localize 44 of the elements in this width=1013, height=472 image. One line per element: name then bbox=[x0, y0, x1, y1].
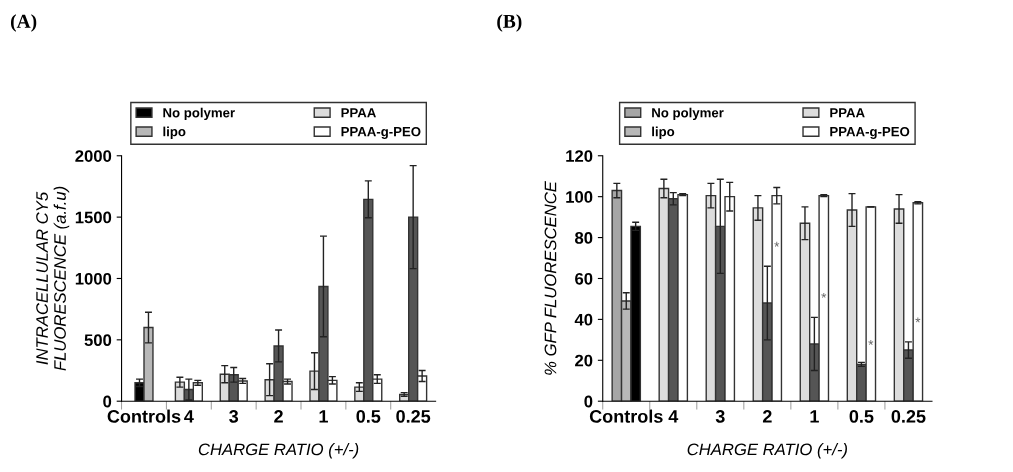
y-tick-label: 60 bbox=[575, 272, 593, 285]
x-axis-title: CHARGE RATIO (+/-) bbox=[198, 443, 359, 459]
x-tick-label: 1 bbox=[810, 410, 819, 423]
y-tick-label: 0 bbox=[584, 395, 593, 408]
x-tick-label: 2 bbox=[274, 410, 283, 423]
x-tick-label: Controls bbox=[107, 409, 181, 423]
x-tick-label: 0.5 bbox=[356, 410, 381, 423]
legend-label: lipo bbox=[652, 126, 675, 139]
x-tick-label: 0.25 bbox=[396, 410, 431, 423]
chart-title: (A) bbox=[10, 14, 37, 32]
x-tick-label: 3 bbox=[229, 410, 239, 423]
y-tick-label: 0 bbox=[103, 395, 112, 408]
annotation: * bbox=[868, 340, 874, 345]
legend-label: PPAA bbox=[341, 108, 376, 118]
y-tick-label: 2000 bbox=[75, 150, 112, 162]
x-tick-label: 4 bbox=[184, 410, 194, 423]
y-tick-label: 100 bbox=[566, 191, 593, 203]
chart-title: (B) bbox=[497, 14, 522, 32]
x-tick-label: 1 bbox=[319, 410, 328, 423]
legend-label: lipo bbox=[163, 126, 186, 139]
y-tick-label: 1500 bbox=[75, 211, 112, 224]
legend-label: No polymer bbox=[163, 107, 235, 121]
y-tick-label: 500 bbox=[84, 334, 112, 347]
legend-label: PPAA bbox=[830, 108, 865, 118]
annotation: * bbox=[774, 241, 780, 247]
x-tick-label: Controls bbox=[589, 409, 663, 423]
x-tick-label: 3 bbox=[715, 410, 725, 423]
x-tick-label: 2 bbox=[762, 410, 772, 423]
x-tick-label: 4 bbox=[668, 410, 679, 423]
y-axis-title: % GFP FLUORESCENCE bbox=[544, 180, 557, 375]
x-tick-label: 0.25 bbox=[891, 410, 926, 423]
y-tick-label: 120 bbox=[566, 150, 593, 162]
x-tick-label: 0.5 bbox=[849, 410, 874, 423]
y-tick-label: 80 bbox=[575, 231, 593, 244]
legend-label: PPAA-g-PEO bbox=[341, 126, 421, 139]
annotation: * bbox=[821, 292, 827, 298]
y-tick-label: 1000 bbox=[75, 272, 112, 285]
y-axis-title: INTRACELLULAR CY5 FLUORESCENCE (a.f.u) bbox=[36, 186, 70, 371]
annotation: * bbox=[915, 317, 921, 323]
y-tick-label: 40 bbox=[574, 313, 593, 326]
legend-label: PPAA-g-PEO bbox=[830, 126, 910, 139]
y-tick-label: 20 bbox=[575, 354, 593, 367]
legend-label: No polymer bbox=[652, 107, 724, 121]
x-axis-title: CHARGE RATIO (+/-) bbox=[687, 443, 847, 459]
